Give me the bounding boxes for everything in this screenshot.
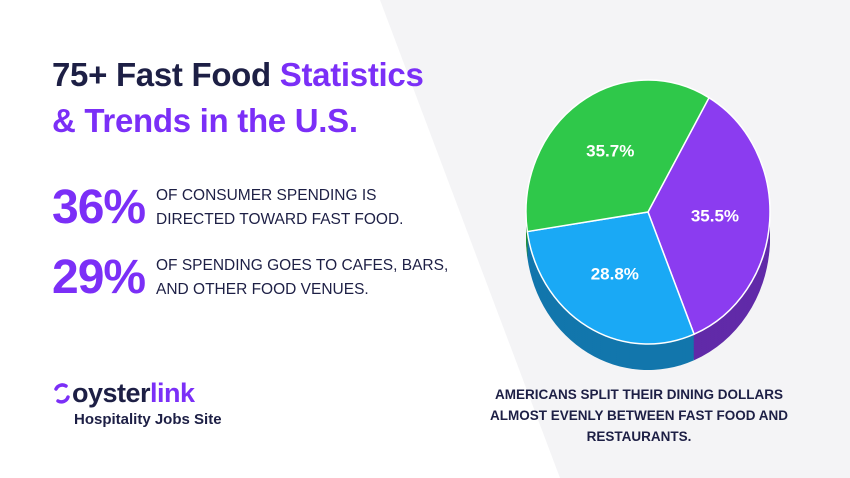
value-label: 28.8%: [591, 265, 639, 284]
logo-accent: link: [150, 378, 195, 408]
title: 75+ Fast Food Statistics & Trends in the…: [52, 52, 424, 144]
pie-slice: [525, 79, 710, 233]
stat-line: OF CONSUMER SPENDING IS: [156, 186, 377, 204]
title-dark: 75+ Fast Food: [52, 56, 271, 93]
stat: 29% OF SPENDING GOES TO CAFES, BARS, AND …: [52, 250, 448, 305]
title-line2: & Trends in the U.S.: [52, 102, 358, 139]
stat-line: AND OTHER FOOD VENUES.: [156, 280, 369, 298]
logo-icon: [54, 382, 70, 404]
value-label: 35.7%: [586, 141, 634, 160]
stat-value: 36%: [52, 181, 146, 234]
pie-chart: 35.5% 28.8% 35.7%: [525, 79, 771, 370]
value-label: 35.5%: [691, 206, 739, 225]
stat-text: OF SPENDING GOES TO CAFES, BARS, AND OTHE…: [156, 254, 448, 302]
stat-line: DIRECTED TOWARD FAST FOOD.: [156, 210, 404, 228]
title-accent: Statistics: [279, 56, 424, 93]
logo-name: oysterlink: [72, 378, 195, 409]
logo-tagline: Hospitality Jobs Site: [74, 411, 222, 428]
logo-dark: oyster: [72, 378, 151, 408]
logo-row: oysterlink: [52, 378, 222, 409]
stat-text: OF CONSUMER SPENDING IS DIRECTED TOWARD F…: [156, 184, 403, 232]
pie-slice: [526, 211, 696, 345]
caption: AMERICANS SPLIT THEIR DINING DOLLARS ALM…: [489, 387, 789, 444]
stat: 36% OF CONSUMER SPENDING IS DIRECTED TOWA…: [52, 180, 403, 235]
pie-slice: [647, 96, 771, 336]
logo: oysterlink Hospitality Jobs Site: [52, 378, 222, 428]
stat-line: OF SPENDING GOES TO CAFES, BARS,: [156, 256, 449, 274]
stat-value: 29%: [52, 251, 146, 304]
